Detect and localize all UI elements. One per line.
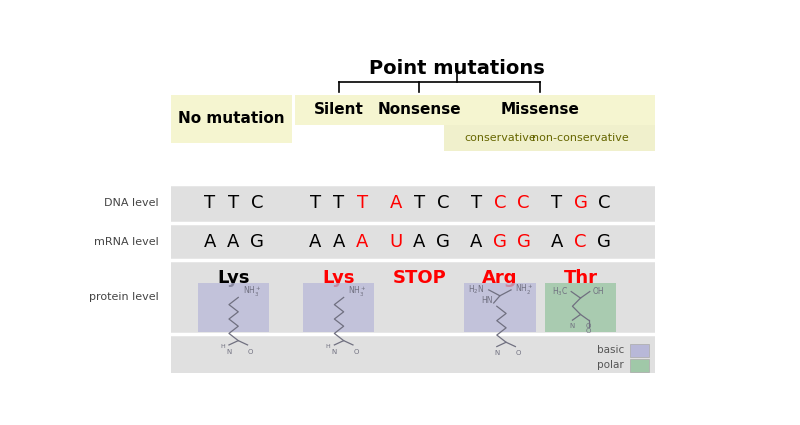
Text: Lys: Lys <box>322 269 355 286</box>
Text: C: C <box>574 232 586 251</box>
Text: A: A <box>356 232 369 251</box>
Text: NH$_2^+$: NH$_2^+$ <box>515 283 534 297</box>
Text: H$_3$C: H$_3$C <box>552 285 568 298</box>
Text: O: O <box>354 349 358 355</box>
Text: N: N <box>570 323 575 329</box>
Text: G: G <box>597 232 611 251</box>
Text: T: T <box>204 194 215 212</box>
Text: A: A <box>390 194 402 212</box>
Text: T: T <box>470 194 482 212</box>
Bar <box>464 283 535 332</box>
Text: C: C <box>518 194 530 212</box>
Text: G: G <box>493 232 507 251</box>
Text: DNA level: DNA level <box>104 198 159 208</box>
Text: Missense: Missense <box>501 102 580 117</box>
Text: Thr: Thr <box>563 269 598 286</box>
Text: H: H <box>326 344 330 349</box>
Text: O: O <box>248 349 254 355</box>
Bar <box>171 184 655 373</box>
Text: conservative: conservative <box>464 133 536 143</box>
Bar <box>171 95 292 143</box>
Text: T: T <box>310 194 321 212</box>
Text: G: G <box>436 232 450 251</box>
Bar <box>295 95 655 125</box>
Text: protein level: protein level <box>89 292 159 302</box>
Text: T: T <box>228 194 239 212</box>
Text: Arg: Arg <box>482 269 518 286</box>
Text: H$_2$N: H$_2$N <box>468 283 485 296</box>
Text: H: H <box>220 344 225 349</box>
Bar <box>545 283 616 332</box>
Text: O: O <box>586 329 591 334</box>
Text: N: N <box>332 349 337 355</box>
Text: U: U <box>389 232 402 251</box>
Text: A: A <box>550 232 563 251</box>
Text: Silent: Silent <box>314 102 364 117</box>
Text: non-conservative: non-conservative <box>532 133 629 143</box>
Text: STOP: STOP <box>393 269 446 286</box>
Text: A: A <box>227 232 239 251</box>
Text: T: T <box>333 194 344 212</box>
Bar <box>303 283 374 332</box>
Bar <box>198 283 269 332</box>
Text: Nonsense: Nonsense <box>378 102 461 117</box>
Text: O: O <box>586 323 591 329</box>
Text: C: C <box>494 194 506 212</box>
Text: G: G <box>574 194 587 212</box>
Text: T: T <box>551 194 562 212</box>
Text: T: T <box>414 194 425 212</box>
Text: Point mutations: Point mutations <box>369 59 544 78</box>
Text: NH$_3^+$: NH$_3^+$ <box>348 284 366 299</box>
Text: N: N <box>494 351 499 357</box>
Bar <box>630 344 649 357</box>
Text: C: C <box>437 194 449 212</box>
Text: O: O <box>516 351 521 357</box>
Text: N: N <box>226 349 231 355</box>
Text: G: G <box>517 232 530 251</box>
Text: C: C <box>250 194 263 212</box>
Text: No mutation: No mutation <box>178 111 285 126</box>
Bar <box>630 359 649 372</box>
Text: A: A <box>203 232 216 251</box>
Text: A: A <box>470 232 482 251</box>
Text: A: A <box>309 232 322 251</box>
Text: NH$_3^+$: NH$_3^+$ <box>242 284 261 299</box>
Text: HN: HN <box>482 296 494 305</box>
Text: polar: polar <box>597 360 624 370</box>
Text: OH: OH <box>593 287 605 296</box>
Text: mRNA level: mRNA level <box>94 237 159 246</box>
Text: T: T <box>357 194 368 212</box>
Text: Lys: Lys <box>217 269 250 286</box>
Text: A: A <box>413 232 426 251</box>
Text: G: G <box>250 232 264 251</box>
Text: C: C <box>598 194 610 212</box>
Bar <box>444 125 655 151</box>
Text: basic: basic <box>597 346 624 355</box>
Text: A: A <box>333 232 345 251</box>
